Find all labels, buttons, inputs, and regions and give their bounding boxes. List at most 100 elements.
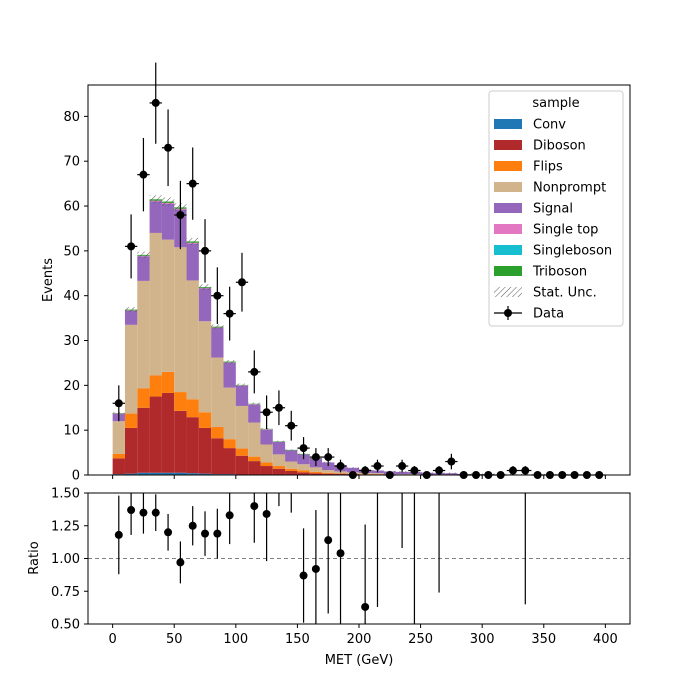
bar-segment	[223, 362, 236, 388]
legend-swatch	[494, 287, 522, 297]
ratio-points	[114, 493, 526, 624]
bar-segment	[174, 247, 187, 393]
bar-segment	[137, 256, 150, 281]
bar-segment	[149, 232, 162, 376]
bar-segment	[235, 455, 249, 475]
legend-entry: Conv	[494, 118, 566, 133]
bar-segment	[297, 472, 310, 475]
bar-segment	[309, 467, 323, 472]
bar-segment	[174, 392, 187, 411]
bar-segment	[149, 201, 162, 233]
bar-segment	[186, 399, 199, 418]
bottom-y-ticks: 0.50 0.75 1.00 1.25 1.50	[51, 487, 88, 633]
ratio-point	[139, 508, 148, 517]
legend-entry: Signal	[494, 202, 573, 217]
ratio-point	[311, 564, 320, 573]
bar-segment	[297, 470, 310, 473]
x-tick-label: 150	[285, 632, 310, 647]
data-point	[435, 466, 444, 475]
bar-segment	[260, 466, 273, 475]
ratio-point	[361, 602, 370, 611]
bar-segment	[198, 321, 212, 413]
ratio-point	[201, 529, 210, 538]
data-point	[151, 98, 160, 107]
x-axis-label: MET (GeV)	[325, 653, 394, 668]
bar-segment	[161, 239, 175, 372]
bar-segment	[211, 427, 224, 439]
ratio-point	[299, 571, 308, 580]
legend-swatch	[494, 140, 522, 150]
bar-segment	[322, 470, 335, 473]
bar-segment	[309, 471, 323, 474]
unc-segment	[346, 467, 359, 469]
data-point	[447, 457, 456, 466]
bar-segment	[223, 387, 236, 440]
legend-label: Signal	[533, 202, 573, 217]
bar-segment	[161, 371, 175, 393]
data-points	[112, 62, 606, 479]
bar-segment	[260, 462, 273, 467]
unc-segment	[137, 251, 150, 259]
bar-segment	[334, 473, 347, 475]
data-point	[139, 170, 148, 179]
bar-segment	[161, 472, 175, 475]
bar-segment	[186, 417, 199, 474]
x-tick-label: 200	[347, 632, 372, 647]
data-point	[299, 444, 308, 453]
y-tick-label: 30	[63, 334, 80, 349]
legend-entries: Conv Diboson Flips Nonprompt Signal Single to…	[494, 118, 612, 322]
unc-segment	[223, 359, 236, 364]
bar-segment	[285, 450, 298, 462]
bottom-y-axis-label: Ratio	[27, 541, 42, 574]
bar-segment	[285, 470, 298, 475]
bar-segment	[285, 461, 298, 469]
y-tick-label: 0.50	[51, 618, 80, 633]
data-point	[164, 143, 173, 152]
ratio-point	[151, 508, 160, 517]
legend-label: Single top	[533, 223, 598, 238]
legend-entry: Stat. Unc.	[494, 286, 597, 301]
bar-segment	[149, 375, 162, 397]
bar-segment	[174, 410, 187, 473]
bar-segment	[235, 405, 249, 449]
bar-segment	[260, 444, 273, 463]
legend-entry: Nonprompt	[494, 181, 606, 196]
unc-segment	[198, 284, 212, 290]
y-tick-label: 0.75	[51, 585, 80, 600]
bar-segment	[272, 454, 286, 467]
x-tick-label: 50	[166, 632, 183, 647]
bar-segment	[235, 448, 249, 456]
top-x-ticks	[112, 475, 606, 479]
bar-segment	[248, 456, 261, 462]
x-tick-label: 300	[470, 632, 495, 647]
legend-label: Stat. Unc.	[533, 286, 597, 301]
bar-segment	[112, 458, 125, 475]
unc-segment	[285, 449, 298, 451]
legend-swatch	[494, 224, 522, 234]
legend: sample Conv Diboson Flips Nonprompt Signal Si…	[488, 90, 624, 327]
legend-entry: Flips	[494, 160, 563, 175]
bar-segment	[137, 280, 150, 389]
bar-segment	[149, 472, 162, 475]
ratio-point	[262, 509, 271, 518]
series-flips	[112, 371, 384, 475]
data-point	[114, 399, 123, 408]
unc-segment	[149, 195, 162, 204]
y-tick-label: 20	[63, 379, 80, 394]
legend-swatch	[494, 182, 522, 192]
y-tick-label: 60	[63, 200, 80, 215]
data-point	[201, 246, 210, 255]
bar-segment	[112, 421, 125, 454]
bar-segment	[297, 464, 310, 471]
bar-segment	[137, 472, 150, 475]
bar-segment	[198, 473, 212, 475]
legend-box	[488, 90, 624, 327]
ratio-point	[127, 506, 136, 515]
bar-segment	[211, 438, 224, 475]
legend-entry: Data	[494, 306, 564, 322]
bar-segment	[112, 453, 125, 459]
bar-segment	[124, 324, 138, 414]
legend-swatch	[504, 309, 512, 317]
x-tick-label: 350	[531, 632, 556, 647]
data-point	[287, 421, 296, 430]
